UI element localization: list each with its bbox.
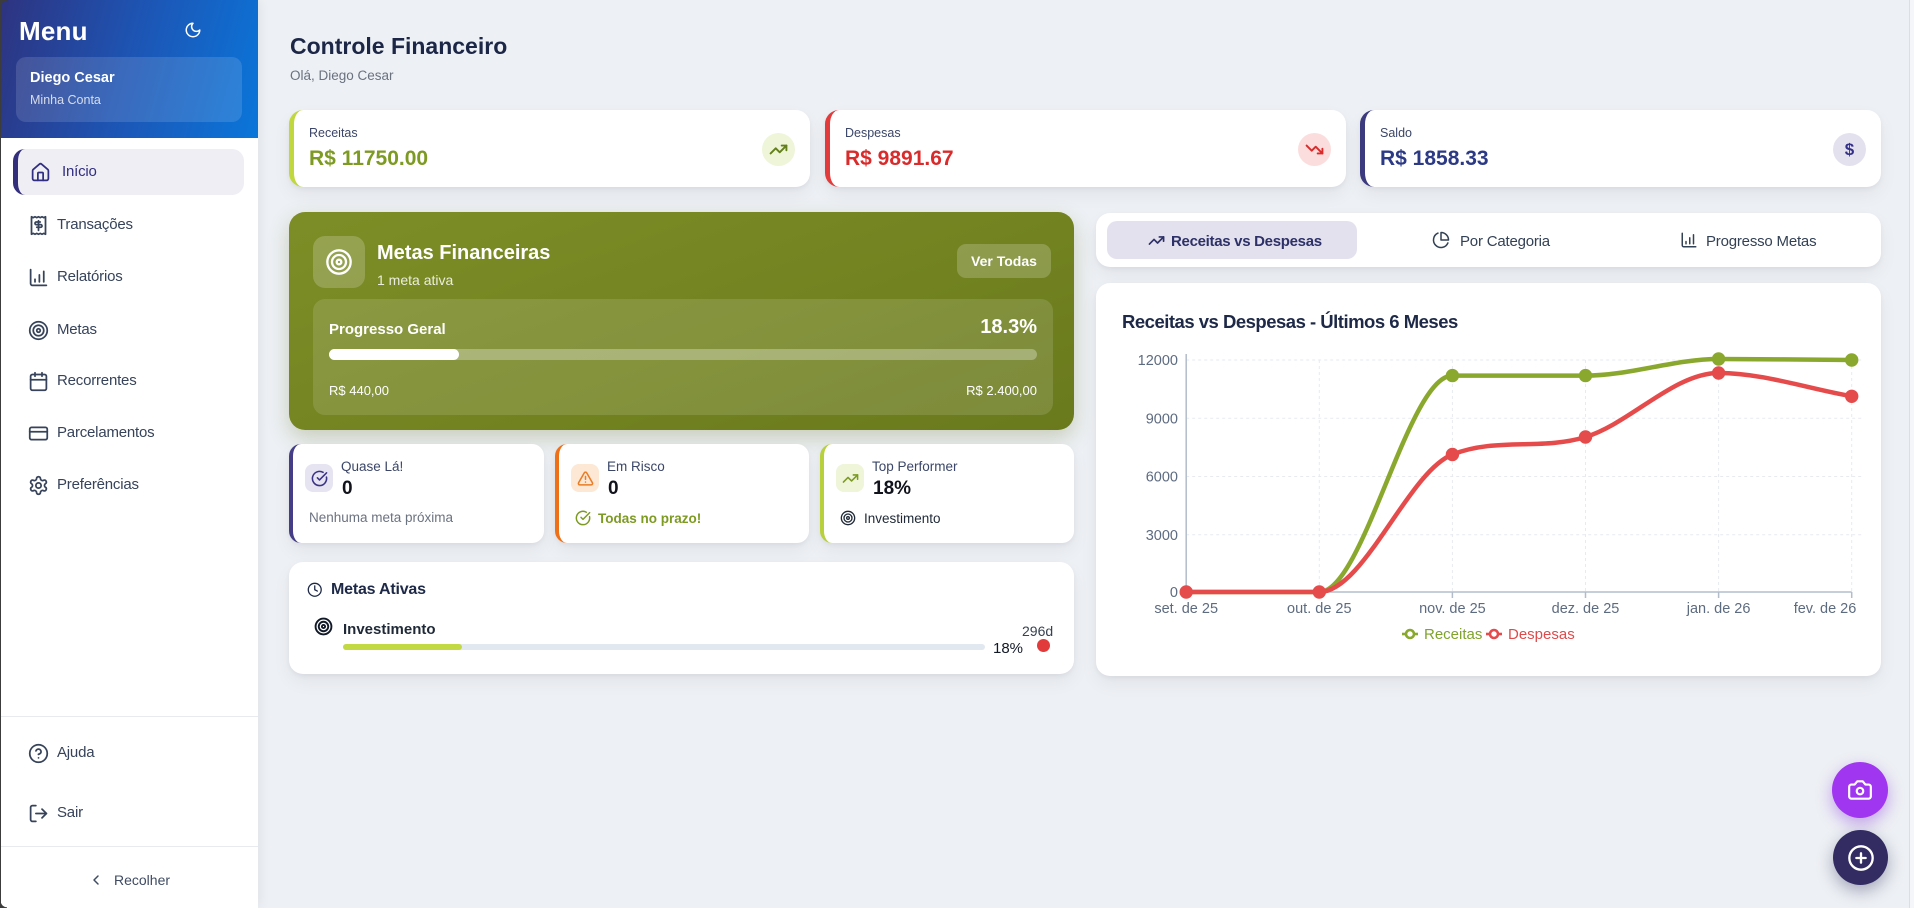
svg-text:3000: 3000 xyxy=(1146,528,1178,544)
svg-text:nov. de 25: nov. de 25 xyxy=(1419,601,1486,617)
svg-text:0: 0 xyxy=(1170,585,1178,601)
svg-text:6000: 6000 xyxy=(1146,470,1178,486)
svg-text:set. de 25: set. de 25 xyxy=(1154,601,1218,617)
svg-text:jan. de 26: jan. de 26 xyxy=(1686,601,1751,617)
svg-text:12000: 12000 xyxy=(1138,353,1178,369)
svg-text:9000: 9000 xyxy=(1146,411,1178,427)
svg-text:dez. de 25: dez. de 25 xyxy=(1552,601,1620,617)
svg-text:Despesas: Despesas xyxy=(1508,626,1575,643)
svg-text:Receitas: Receitas xyxy=(1424,626,1482,643)
svg-text:out. de 25: out. de 25 xyxy=(1287,601,1352,617)
svg-text:fev. de 26: fev. de 26 xyxy=(1794,601,1857,617)
